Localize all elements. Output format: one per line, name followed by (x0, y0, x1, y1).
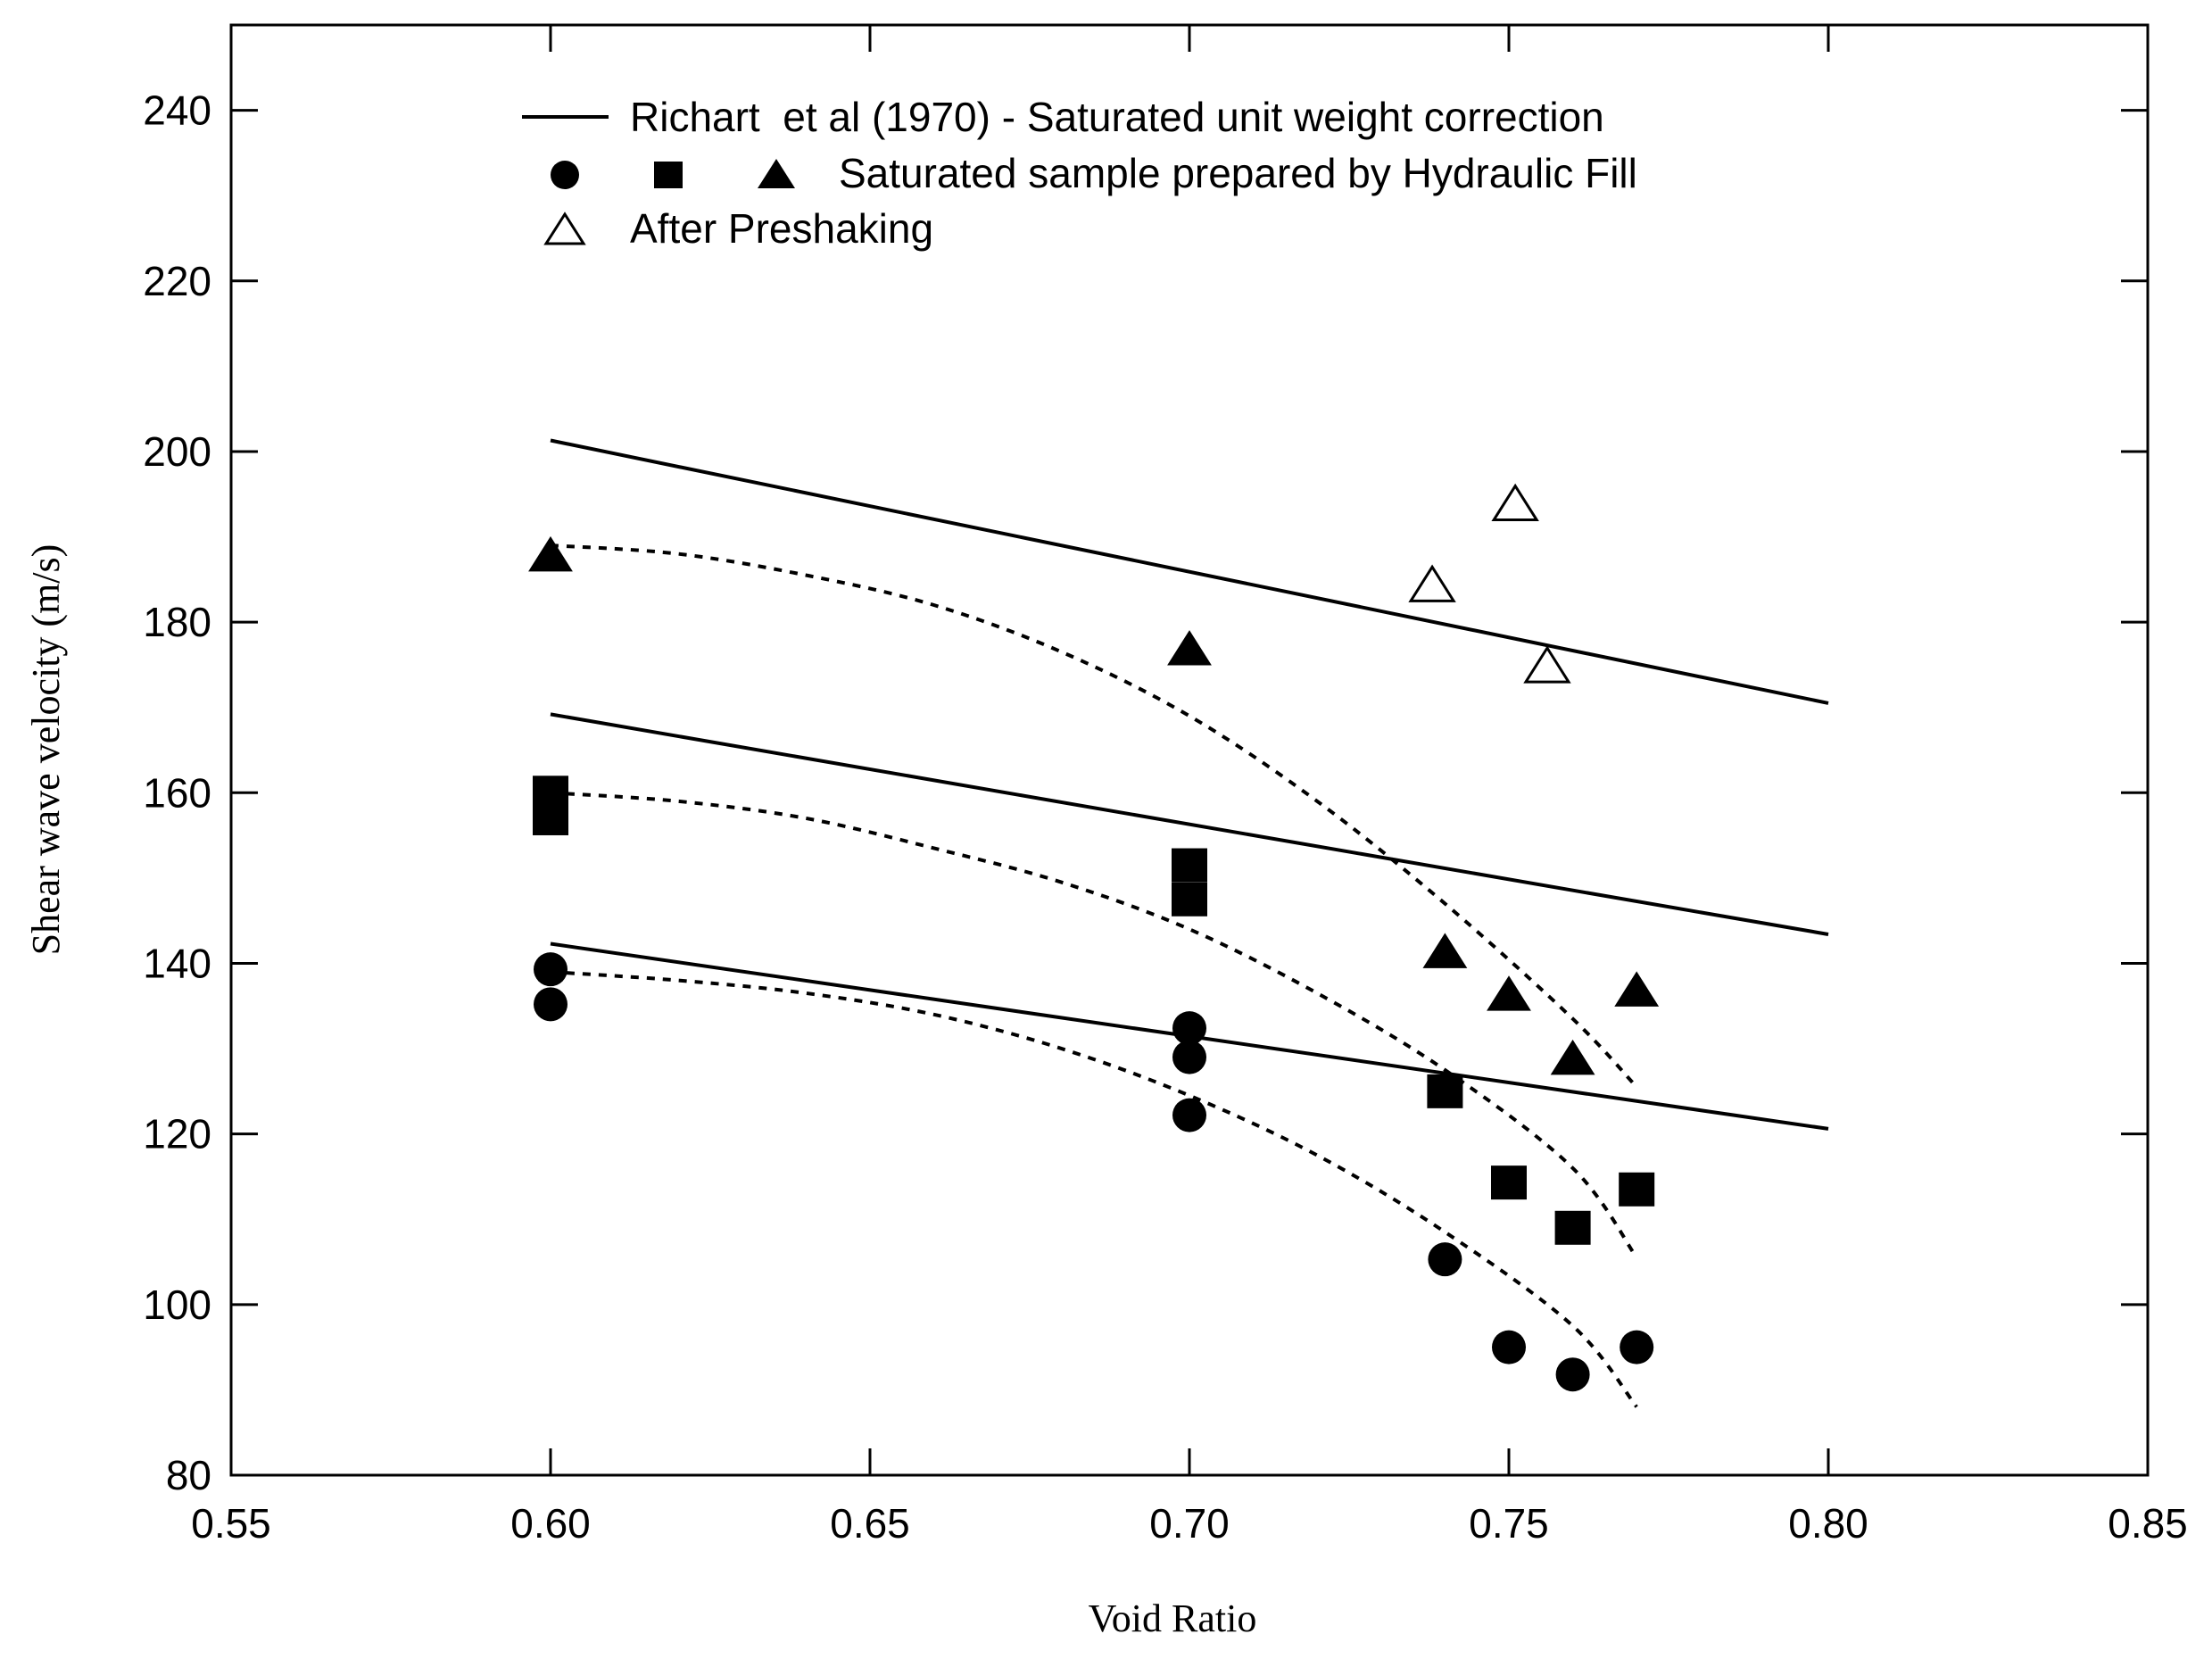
marker-circles (1428, 1242, 1462, 1277)
marker-after-preshaking (1523, 645, 1571, 684)
y-tick-label: 80 (166, 1452, 211, 1498)
y-tick-label: 240 (143, 87, 211, 134)
marker-circles (534, 987, 567, 1022)
series-line-richart-upper (550, 438, 1829, 705)
y-tick-label: 100 (143, 1282, 211, 1328)
marker-triangles (1422, 933, 1468, 968)
trend-curve-trend-triangles (550, 543, 1638, 1089)
legend-triangle-icon (758, 159, 795, 188)
marker-squares (1491, 1165, 1527, 1200)
x-axis-label: Void Ratio (1089, 1597, 1257, 1640)
marker-squares (1427, 1074, 1463, 1108)
x-tick-label: 0.70 (1149, 1500, 1230, 1547)
marker-triangles (528, 535, 573, 572)
y-tick-label: 180 (143, 599, 211, 645)
x-tick-label: 0.85 (2108, 1500, 2188, 1547)
marker-squares (1619, 1172, 1655, 1207)
axis-ticks: 0.55 0.60 0.65 0.70 0.75 0.80 0.85 80 100 120 140 1… (143, 25, 2188, 1547)
y-tick-label: 120 (143, 1111, 211, 1157)
legend-open-label: After Preshaking (630, 205, 933, 252)
x-tick-label: 0.65 (830, 1500, 910, 1547)
legend-circle-icon (551, 161, 579, 189)
marker-triangles (1614, 971, 1660, 1007)
y-tick-label: 200 (143, 428, 211, 475)
trend-curves (550, 543, 1638, 1408)
plot-frame (229, 23, 2150, 1477)
marker-triangles (1550, 1039, 1595, 1075)
marker-circles (1172, 1011, 1206, 1046)
marker-squares (1172, 882, 1207, 917)
marker-squares (1554, 1210, 1591, 1245)
marker-after-preshaking (1408, 564, 1456, 602)
y-tick-label: 160 (143, 769, 211, 816)
x-tick-label: 0.80 (1788, 1500, 1868, 1547)
marker-after-preshaking (1491, 483, 1539, 522)
x-tick-label: 0.60 (510, 1500, 591, 1547)
x-tick-label: 0.55 (191, 1500, 271, 1547)
series-line-richart-middle (550, 712, 1829, 936)
marker-circles (1555, 1357, 1590, 1392)
marker-squares (1172, 848, 1207, 883)
legend-filled-label: Saturated sample prepared by Hydraulic F… (839, 150, 1637, 196)
x-tick-label: 0.75 (1469, 1500, 1549, 1547)
legend: Richart et al (1970) - Saturated unit we… (522, 94, 1637, 252)
marker-circles (1172, 1098, 1206, 1132)
marker-squares (533, 800, 568, 835)
legend-line-label: Richart et al (1970) - Saturated unit we… (630, 94, 1604, 140)
trend-curve-trend-squares (550, 791, 1638, 1259)
y-tick-label: 220 (143, 258, 211, 304)
trend-curve-trend-circles (550, 970, 1638, 1408)
legend-square-icon (654, 162, 683, 188)
marker-circles (1492, 1330, 1526, 1365)
marker-circles (534, 952, 567, 987)
marker-circles (1172, 1040, 1206, 1074)
data-markers (528, 483, 1660, 1392)
y-axis-label: Shear wave velocity (m/s) (24, 544, 68, 956)
legend-open-triangle-icon (543, 212, 586, 245)
marker-circles (1620, 1330, 1654, 1365)
marker-triangles (1167, 630, 1212, 666)
marker-triangles (1487, 975, 1531, 1011)
y-tick-label: 140 (143, 940, 211, 986)
